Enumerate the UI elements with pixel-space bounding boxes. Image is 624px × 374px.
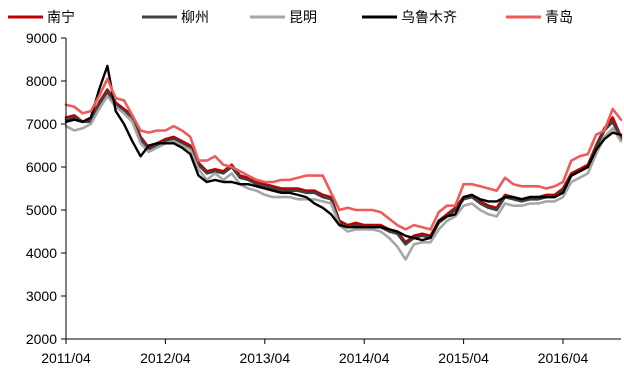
legend-item: 南宁: [8, 9, 75, 26]
x-tick-label: 2011/04: [41, 350, 91, 366]
y-tick-label: 6000: [26, 159, 57, 175]
series-line-4: [64, 64, 623, 242]
legend-label: 柳州: [181, 9, 209, 26]
series-lines: [64, 64, 623, 261]
y-tick-label: 5000: [26, 202, 57, 218]
legend-label: 乌鲁木齐: [401, 10, 457, 26]
y-tick-label: 4000: [26, 245, 57, 261]
legend-label: 青岛: [545, 10, 573, 26]
y-tick-label: 3000: [26, 288, 57, 304]
series-line-5: [64, 77, 623, 231]
y-tick-label: 2000: [26, 331, 57, 347]
y-tick-label: 7000: [26, 116, 57, 132]
y-axis-ticks: 2000 3000 4000 5000 6000 7000 8000 9000: [26, 30, 66, 347]
x-tick-label: 2013/04: [240, 350, 291, 366]
legend-item: 青岛: [506, 10, 573, 26]
legend: 南宁 柳州 昆明 乌鲁木齐 青岛: [8, 9, 573, 26]
series-line-1: [64, 88, 623, 244]
series-line-3: [64, 94, 623, 261]
x-tick-label: 2016/04: [538, 350, 589, 366]
x-tick-label: 2014/04: [339, 350, 390, 366]
x-tick-label: 2015/04: [438, 350, 489, 366]
x-axis-ticks: 2011/04 2012/04 2013/04 2014/04 2015/04 2016/…: [41, 339, 589, 366]
legend-item: 昆明: [250, 10, 317, 26]
y-tick-label: 9000: [26, 30, 57, 46]
legend-item: 柳州: [142, 9, 209, 26]
legend-label: 昆明: [289, 10, 317, 26]
legend-label: 南宁: [47, 9, 75, 26]
legend-item: 乌鲁木齐: [362, 10, 457, 26]
y-tick-label: 8000: [26, 73, 57, 89]
x-tick-label: 2012/04: [140, 350, 191, 366]
